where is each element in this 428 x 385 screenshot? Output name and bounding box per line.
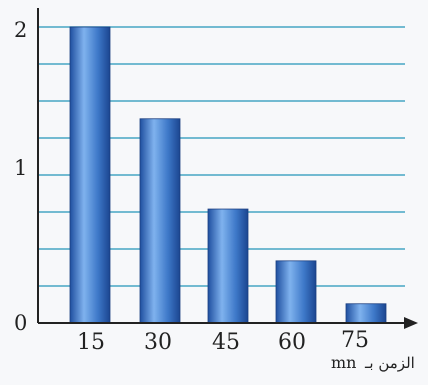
y-tick-label-1: 1 bbox=[14, 156, 27, 180]
x-tick-label-60: 60 bbox=[278, 330, 306, 355]
bar-45 bbox=[207, 208, 249, 324]
y-tick-label-2: 2 bbox=[14, 18, 27, 42]
bar-60 bbox=[275, 260, 317, 324]
bars bbox=[69, 26, 387, 324]
x-axis-arrowhead bbox=[404, 317, 418, 329]
bar-15 bbox=[69, 26, 111, 324]
x-tick-label-15: 15 bbox=[77, 330, 105, 355]
y-tick-label-0: 0 bbox=[14, 311, 27, 335]
bar-30 bbox=[139, 118, 181, 324]
x-tick-label-75: 75 bbox=[341, 328, 369, 353]
bar-75 bbox=[345, 303, 387, 324]
x-axis-label: الزمن بـ bbox=[364, 354, 415, 372]
x-tick-label-45: 45 bbox=[212, 330, 240, 355]
x-axis-unit: mn bbox=[331, 353, 356, 372]
x-tick-label-30: 30 bbox=[144, 330, 172, 355]
